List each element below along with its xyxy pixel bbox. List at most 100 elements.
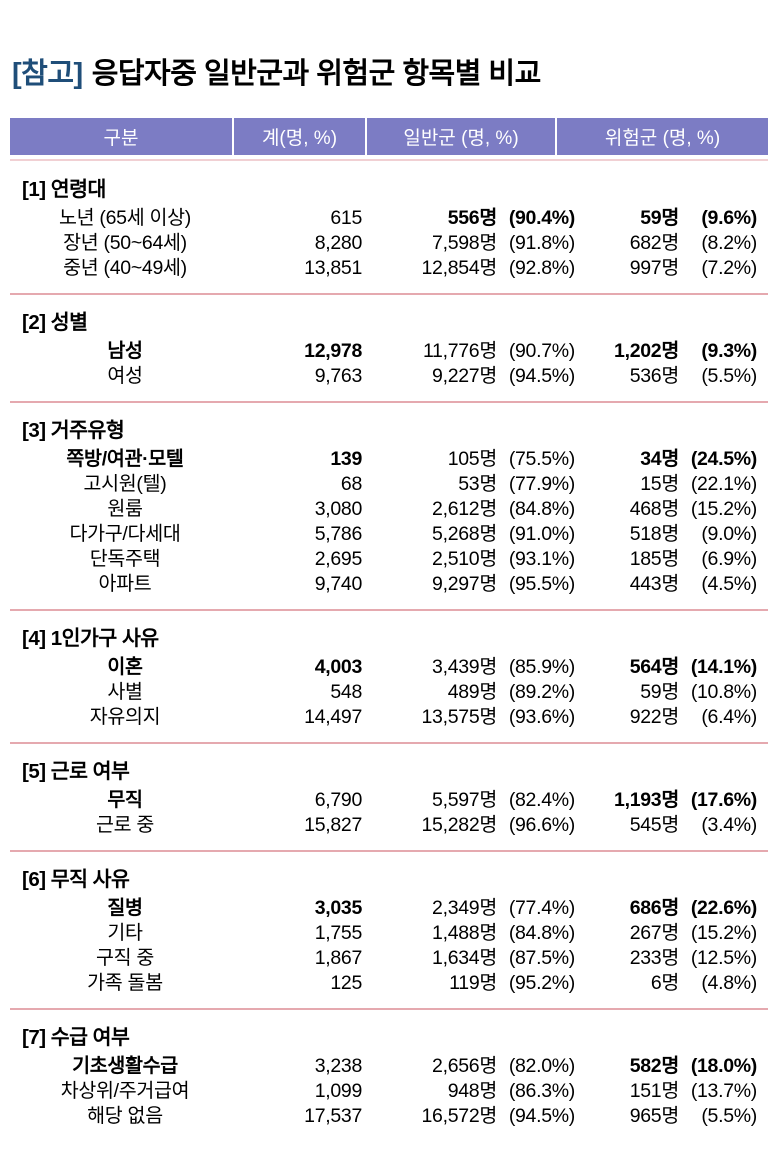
- general-count: 556명: [447, 207, 498, 229]
- general-count: 2,349명: [432, 897, 497, 919]
- section-header: [1] 연령대: [22, 172, 780, 202]
- general-cell: 1,488명 (84.8%): [362, 921, 575, 946]
- risk-pct: (14.1%): [690, 656, 757, 678]
- row-label: 기타: [107, 922, 143, 944]
- row-label: 다가구/다세대: [69, 523, 181, 545]
- risk-cell: 682명 (8.2%): [575, 231, 758, 256]
- table-row: 이혼 4,003 3,439명 (85.9%) 564명 (14.1%): [10, 655, 780, 680]
- section-rows: 질병 3,035 2,349명 (77.4%) 686명 (22.6%) 기타 1,…: [0, 896, 780, 996]
- risk-cell: 443명 (4.5%): [575, 572, 758, 597]
- risk-count: 151명: [629, 1080, 680, 1102]
- risk-count: 545명: [629, 814, 680, 836]
- column-header-category: 구분: [103, 128, 139, 149]
- section-id: [4]: [22, 627, 46, 650]
- table-row: 차상위/주거급여 1,099 948명 (86.3%) 151명 (13.7%): [10, 1079, 780, 1104]
- total-cell: 13,851: [304, 257, 362, 279]
- table-row: 구직 중 1,867 1,634명 (87.5%) 233명 (12.5%): [10, 946, 780, 971]
- risk-pct: (15.2%): [690, 498, 757, 520]
- risk-pct: (9.0%): [701, 523, 757, 545]
- general-cell: 2,349명 (77.4%): [362, 896, 575, 921]
- risk-cell: 564명 (14.1%): [575, 655, 758, 680]
- total-cell: 17,537: [304, 1105, 362, 1127]
- risk-count: 682명: [629, 232, 680, 254]
- table-row: 쪽방/여관·모텔 139 105명 (75.5%) 34명 (24.5%): [10, 447, 780, 472]
- total-cell: 2,695: [314, 548, 363, 570]
- section-header: [5] 근로 여부: [22, 754, 780, 784]
- row-label: 중년 (40~49세): [63, 257, 187, 279]
- total-cell: 6,790: [314, 789, 363, 811]
- table-header-row: 구분 계(명, %) 일반군 (명, %) 위험군 (명, %): [10, 118, 768, 155]
- risk-cell: 965명 (5.5%): [575, 1104, 758, 1129]
- general-pct: (82.0%): [508, 1055, 575, 1077]
- risk-pct: (22.6%): [690, 897, 757, 919]
- risk-pct: (17.6%): [690, 789, 757, 811]
- risk-pct: (10.8%): [690, 681, 757, 703]
- risk-count: 6명: [650, 972, 679, 994]
- risk-pct: (5.5%): [701, 365, 757, 387]
- table-row: 남성 12,978 11,776명 (90.7%) 1,202명 (9.3%): [10, 339, 780, 364]
- general-count: 5,268명: [432, 523, 497, 545]
- general-pct: (92.8%): [508, 257, 575, 279]
- risk-pct: (3.4%): [701, 814, 757, 836]
- risk-pct: (9.6%): [701, 207, 757, 229]
- risk-pct: (5.5%): [701, 1105, 757, 1127]
- general-cell: 948명 (86.3%): [362, 1079, 576, 1104]
- risk-count: 564명: [629, 656, 680, 678]
- row-label: 노년 (65세 이상): [59, 207, 191, 229]
- section-id: [3]: [22, 419, 46, 442]
- risk-count: 468명: [629, 498, 680, 520]
- column-header-general-group: 일반군 (명, %): [365, 118, 555, 155]
- risk-count: 1,202명: [614, 340, 679, 362]
- general-count: 948명: [447, 1080, 498, 1102]
- total-cell: 9,740: [314, 573, 363, 595]
- general-pct: (75.5%): [508, 448, 575, 470]
- table-row: 해당 없음 17,537 16,572명 (94.5%) 965명 (5.5%): [10, 1104, 780, 1129]
- row-label: 차상위/주거급여: [60, 1080, 190, 1102]
- total-cell: 548: [330, 681, 362, 703]
- total-cell: 125: [330, 972, 362, 994]
- general-cell: 5,268명 (91.0%): [362, 522, 575, 547]
- risk-count: 686명: [629, 897, 680, 919]
- general-cell: 2,612명 (84.8%): [362, 497, 575, 522]
- row-label: 구직 중: [95, 947, 155, 969]
- total-cell: 1,099: [314, 1080, 363, 1102]
- risk-pct: (9.3%): [701, 340, 757, 362]
- risk-count: 59명: [640, 681, 679, 703]
- general-cell: 105명 (75.5%): [362, 447, 576, 472]
- risk-count: 582명: [629, 1055, 680, 1077]
- table-section: [2] 성별 남성 12,978 11,776명 (90.7%) 1,202명 (9…: [0, 305, 780, 403]
- section-name: 수급 여부: [50, 1026, 130, 1049]
- section-header: [6] 무직 사유: [22, 862, 780, 892]
- general-pct: (84.8%): [508, 922, 575, 944]
- section-name: 근로 여부: [50, 760, 130, 783]
- risk-count: 518명: [629, 523, 680, 545]
- general-cell: 119명 (95.2%): [362, 971, 575, 996]
- report-page: [참고] 응답자중 일반군과 위험군 항목별 비교 구분 계(명, %) 일반군 …: [0, 50, 780, 1129]
- section-name: 성별: [50, 311, 88, 334]
- risk-cell: 1,193명 (17.6%): [575, 788, 757, 813]
- table-row: 무직 6,790 5,597명 (82.4%) 1,193명 (17.6%): [10, 788, 780, 813]
- general-count: 7,598명: [432, 232, 497, 254]
- general-count: 15,282명: [421, 814, 498, 836]
- risk-cell: 1,202명 (9.3%): [575, 339, 757, 364]
- section-name: 1인가구 사유: [50, 627, 159, 650]
- risk-count: 997명: [629, 257, 680, 279]
- total-cell: 1,867: [314, 947, 363, 969]
- risk-pct: (22.1%): [690, 473, 757, 495]
- table-section: [4] 1인가구 사유 이혼 4,003 3,439명 (85.9%) 564명 (…: [0, 621, 780, 744]
- general-cell: 9,227명 (94.5%): [362, 364, 575, 389]
- general-pct: (90.7%): [508, 340, 575, 362]
- general-count: 2,612명: [432, 498, 497, 520]
- section-divider: [10, 1008, 768, 1010]
- total-cell: 3,238: [314, 1055, 363, 1077]
- risk-pct: (4.5%): [701, 573, 757, 595]
- total-cell: 5,786: [314, 523, 363, 545]
- section-divider: [10, 850, 768, 852]
- total-cell: 4,003: [314, 656, 363, 678]
- general-cell: 15,282명 (96.6%): [362, 813, 576, 838]
- risk-cell: 922명 (6.4%): [575, 705, 758, 730]
- table-row: 자유의지 14,497 13,575명 (93.6%) 922명 (6.4%): [10, 705, 780, 730]
- general-cell: 2,656명 (82.0%): [362, 1054, 575, 1079]
- risk-count: 922명: [629, 706, 680, 728]
- general-count: 12,854명: [421, 257, 498, 279]
